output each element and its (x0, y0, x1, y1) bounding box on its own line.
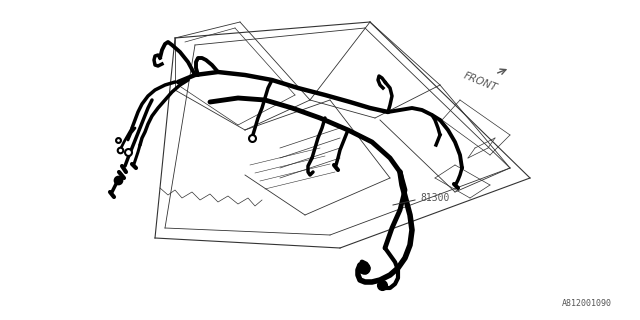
Text: FRONT: FRONT (462, 71, 499, 93)
Text: A812001090: A812001090 (562, 299, 612, 308)
Text: 81300: 81300 (420, 193, 449, 203)
